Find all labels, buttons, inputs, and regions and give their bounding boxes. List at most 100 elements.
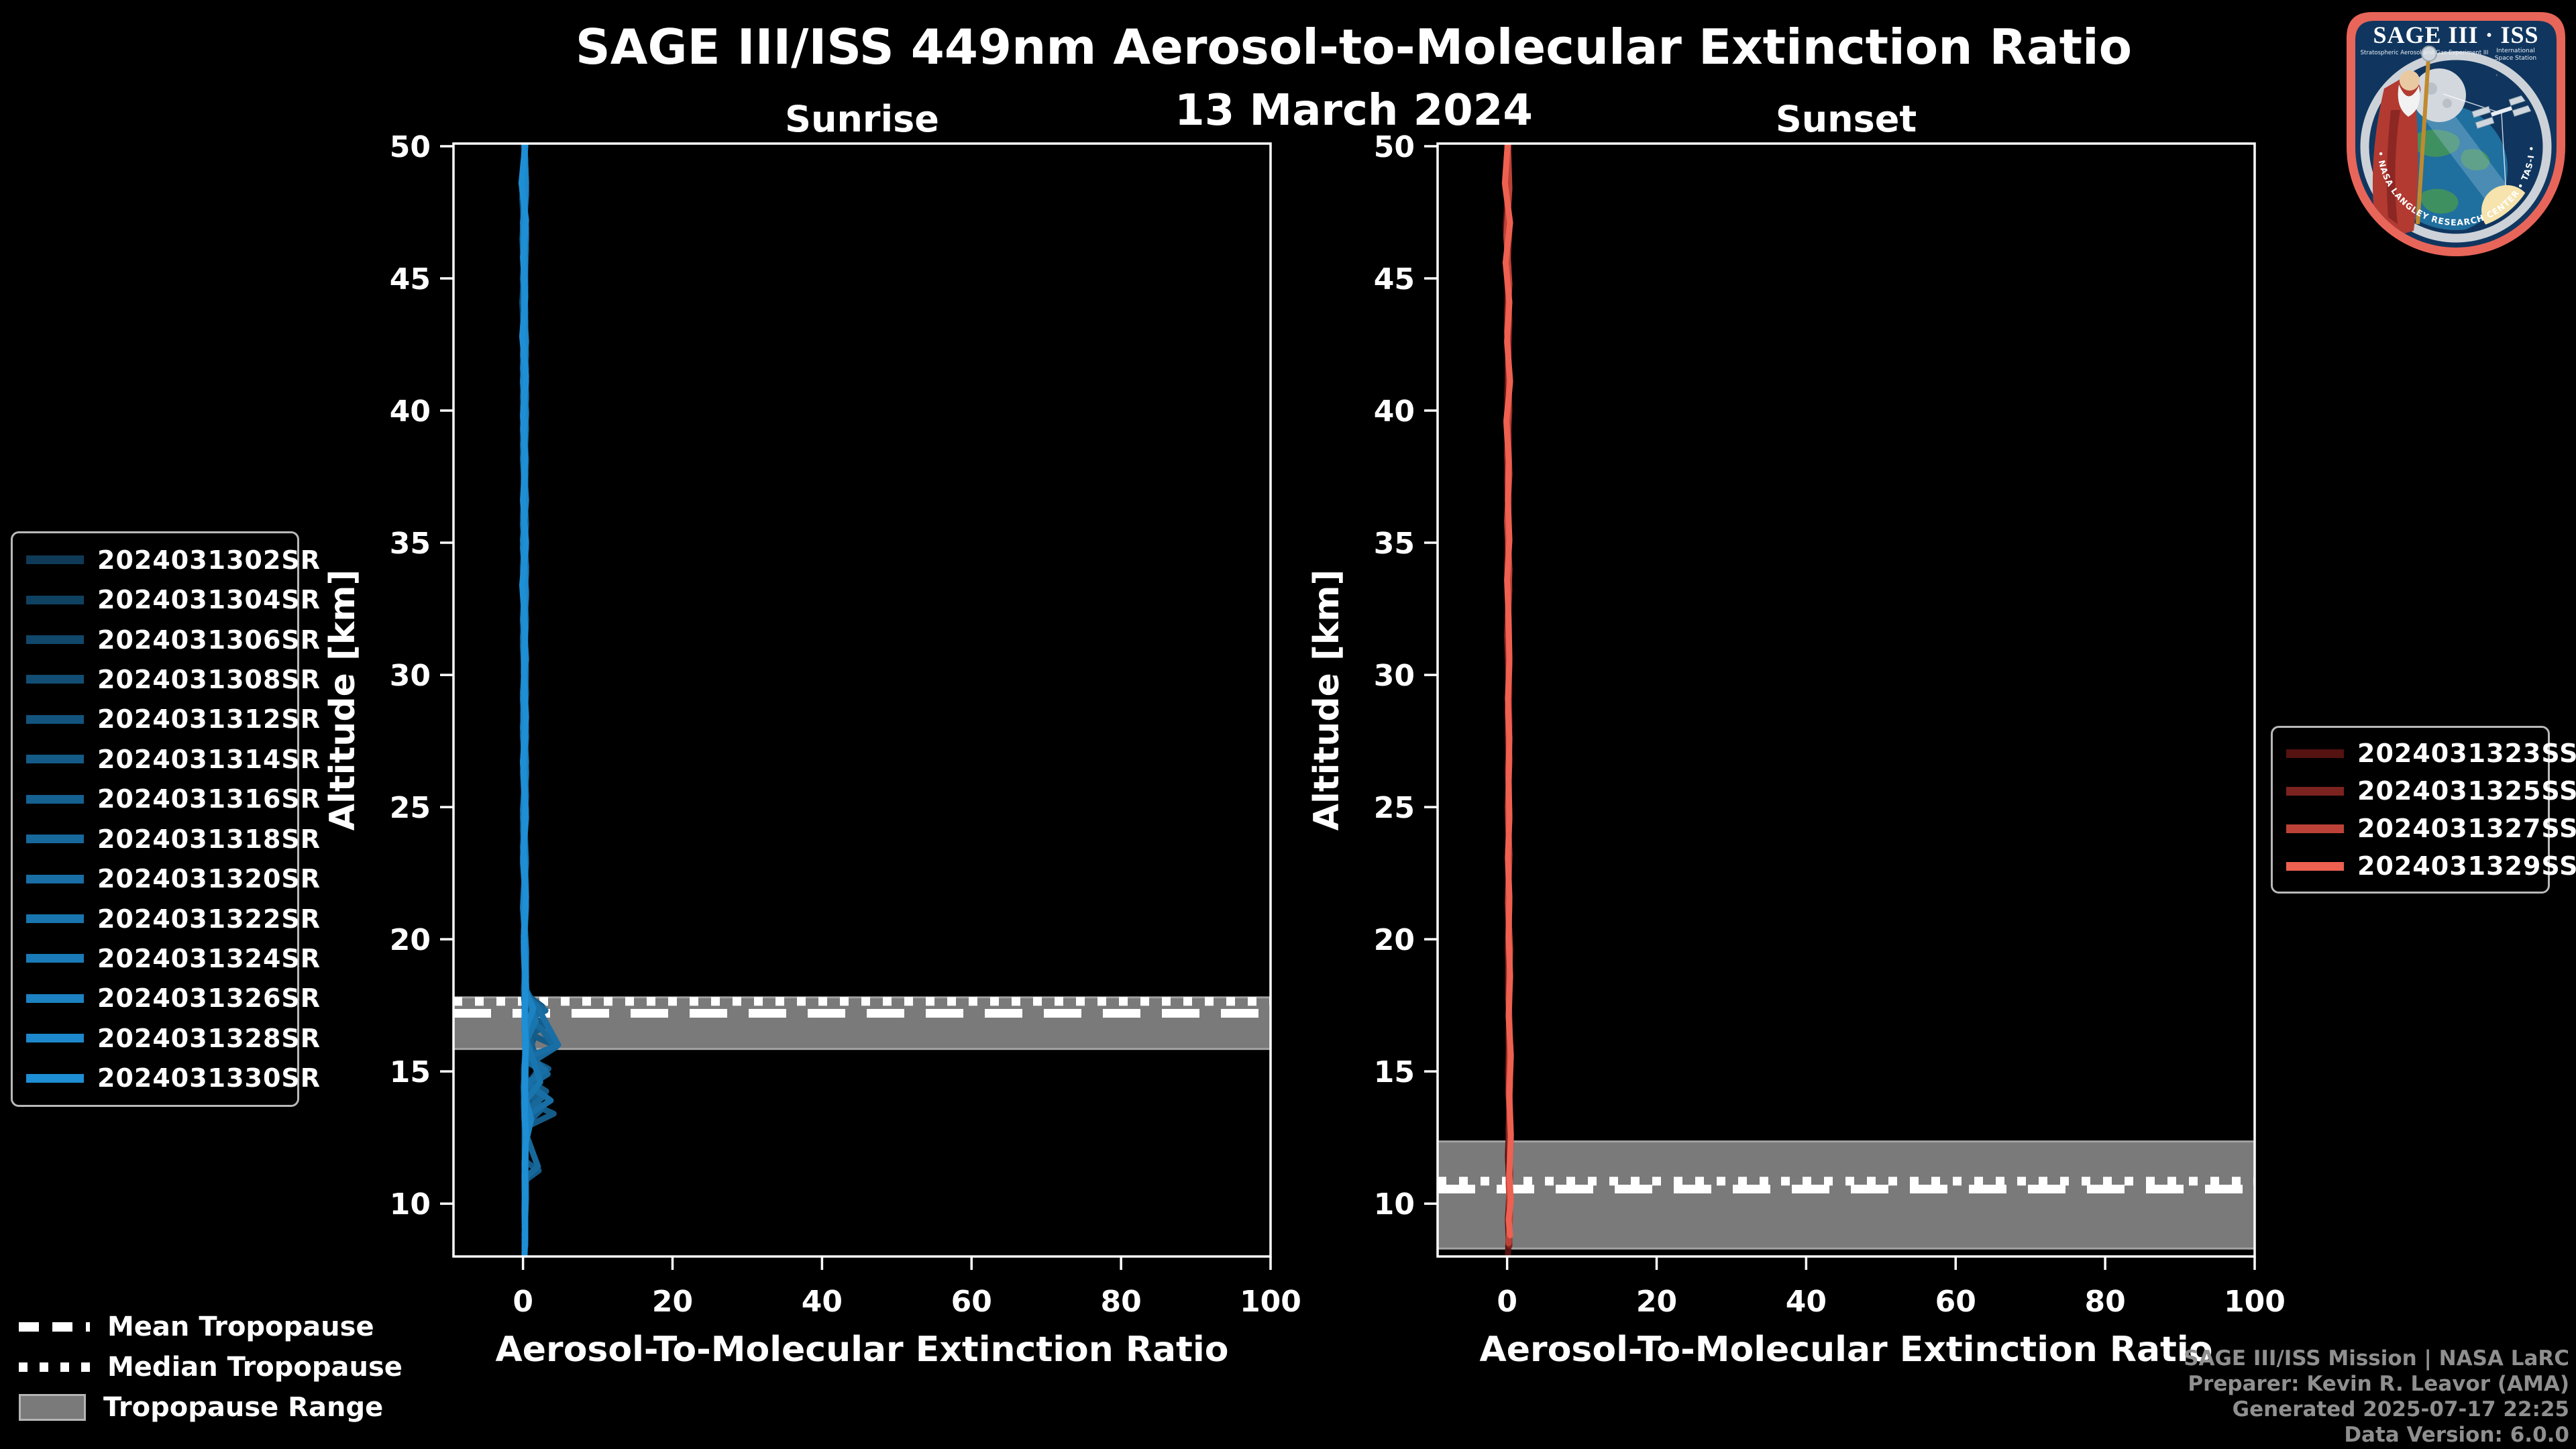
mission-line: SAGE III/ISS Mission | NASA LaRC	[2184, 1346, 2569, 1371]
legend-item-2024031323SS: 2024031323SS	[2286, 739, 2576, 768]
legend-line-swatch	[26, 635, 84, 645]
legend-item-2024031324SR: 2024031324SR	[26, 944, 320, 973]
legend-label: 2024031312SR	[97, 704, 321, 735]
provenance-text: SAGE III/ISS Mission | NASA LaRC Prepare…	[2184, 1346, 2569, 1448]
y-tick-label: 25	[390, 791, 431, 825]
patch-subtitle-right2: Space Station	[2495, 55, 2536, 62]
legend-label: 2024031302SR	[97, 545, 321, 575]
y-tick-label: 50	[1374, 130, 1415, 164]
sage-robe	[2372, 79, 2421, 236]
y-tick-label: 45	[390, 262, 431, 297]
legend-label: 2024031329SS	[2357, 851, 2576, 881]
sightline	[2443, 93, 2502, 114]
patch-subtitle-left: Stratospheric Aerosol and Gas Experiment…	[2361, 50, 2489, 56]
axes-spines	[1436, 142, 2256, 1258]
sage-robe-fold	[2386, 110, 2400, 224]
x-tick-label: 60	[1935, 1285, 1976, 1319]
legend-item-2024031328SR: 2024031328SR	[26, 1024, 320, 1053]
sage-iii-iss-mission-patch: ✦ ✦ ✦ SAGE III · ISS Stratospheric Aer	[2344, 9, 2565, 256]
legend-line-swatch	[26, 1034, 84, 1043]
x-tick-label: 0	[1497, 1285, 1517, 1319]
x-axis-label: Aerosol-To-Molecular Extinction Ratio	[496, 1330, 1229, 1370]
sage-figure	[2372, 46, 2437, 236]
y-tick-label: 50	[390, 130, 431, 164]
legend-line-swatch	[2286, 749, 2344, 758]
x-tick-label: 20	[652, 1285, 693, 1319]
panel-plot-area	[453, 144, 1271, 1256]
y-tick-label: 15	[1374, 1055, 1415, 1089]
profile-2024031329SS	[1501, 144, 1514, 1238]
legend-label: 2024031328SR	[97, 1023, 321, 1053]
y-axis-label: Altitude [km]	[1307, 570, 1347, 831]
x-tick-label: 40	[1786, 1285, 1827, 1319]
y-tick-label: 25	[1374, 791, 1415, 825]
panel-plot-area	[1438, 144, 2255, 1256]
x-tick-label: 0	[513, 1285, 533, 1319]
y-tick-label: 30	[1374, 659, 1415, 693]
legend-item-2024031322SR: 2024031322SR	[26, 904, 320, 934]
legend-line-swatch	[2286, 824, 2344, 833]
panel-sunrise: 0 20 40 60 80 100 10 15 20 25 30 35 40 45 50 Aerosol-To…	[323, 130, 1301, 1370]
legend-item-2024031320SR: 2024031320SR	[26, 864, 320, 894]
legend-line-swatch	[26, 755, 84, 764]
panel-sunset: 0 20 40 60 80 100 10 15 20 25 30 35 40 45 50 Aerosol-To…	[1307, 130, 2286, 1370]
earth-land	[2461, 149, 2490, 170]
legend-label: 2024031320SR	[97, 864, 321, 894]
data-version-line: Data Version: 6.0.0	[2344, 1423, 2569, 1447]
patch-ring	[2360, 51, 2552, 243]
x-tick-label: 80	[1101, 1285, 1142, 1319]
legend-item-2024031308SR: 2024031308SR	[26, 665, 320, 694]
legend-line-swatch	[26, 794, 84, 804]
y-tick-label: 40	[390, 394, 431, 429]
x-axis-label: Aerosol-To-Molecular Extinction Ratio	[1480, 1330, 2213, 1370]
staff-orb	[2421, 46, 2437, 62]
mean-tropopause-legend-item: Mean Tropopause	[19, 1307, 402, 1347]
legend-item-2024031326SR: 2024031326SR	[26, 983, 320, 1013]
y-tick-label: 35	[390, 527, 431, 561]
tropopause-range-band	[453, 996, 1271, 1051]
y-tick-label: 15	[390, 1055, 431, 1089]
moon-icon	[2412, 68, 2466, 122]
sunrise-legend: 2024031302SR 2024031304SR 2024031306SR 2024…	[11, 531, 320, 1107]
legend-item-2024031306SR: 2024031306SR	[26, 625, 320, 655]
dashed-line-swatch	[19, 1322, 90, 1332]
x-tick-label: 80	[2085, 1285, 2126, 1319]
generated-line: Generated 2025-07-17 22:25	[2232, 1397, 2569, 1421]
x-tick-label: 20	[1636, 1285, 1677, 1319]
sage-staff	[2416, 58, 2430, 225]
legend-line-swatch	[26, 714, 84, 724]
patch-subtitle-right: International	[2496, 48, 2534, 54]
y-tick-label: 20	[1374, 923, 1415, 957]
legend-label: 2024031308SR	[97, 664, 321, 694]
y-tick-label: 35	[1374, 527, 1415, 561]
mean-tropopause-label: Mean Tropopause	[107, 1311, 374, 1342]
legend-label: 2024031327SS	[2357, 814, 2576, 843]
y-tick-label: 10	[1374, 1187, 1415, 1222]
y-axis-label: Altitude [km]	[323, 570, 363, 831]
legend-item-2024031325SS: 2024031325SS	[2286, 776, 2576, 806]
legend-item-2024031302SR: 2024031302SR	[26, 545, 320, 575]
gray-patch-swatch	[19, 1394, 86, 1421]
tropopause-range-legend-item: Tropopause Range	[19, 1387, 402, 1428]
patch-title: SAGE III · ISS	[2373, 21, 2538, 48]
legend-item-2024031314SR: 2024031314SR	[26, 745, 320, 774]
legend-line-swatch	[26, 1073, 84, 1083]
legend-label: 2024031318SR	[97, 824, 321, 854]
legend-line-swatch	[26, 994, 84, 1003]
legend-line-swatch	[2286, 786, 2344, 796]
y-tick-label: 20	[390, 923, 431, 957]
legend-label: 2024031316SR	[97, 784, 321, 814]
moon-crater	[2443, 99, 2452, 108]
earth-land	[2421, 189, 2459, 214]
legend-item-2024031304SR: 2024031304SR	[26, 585, 320, 614]
legend-line-swatch	[26, 914, 84, 923]
y-tick-label: 40	[1374, 394, 1415, 429]
figure-title: SAGE III/ISS 449nm Aerosol-to-Molecular …	[575, 19, 2133, 75]
legend-label: 2024031322SR	[97, 904, 321, 934]
figure-date: 13 March 2024	[1175, 86, 1533, 136]
x-tick-label: 100	[1240, 1285, 1301, 1319]
legend-item-2024031316SR: 2024031316SR	[26, 784, 320, 814]
legend-line-swatch	[26, 874, 84, 883]
